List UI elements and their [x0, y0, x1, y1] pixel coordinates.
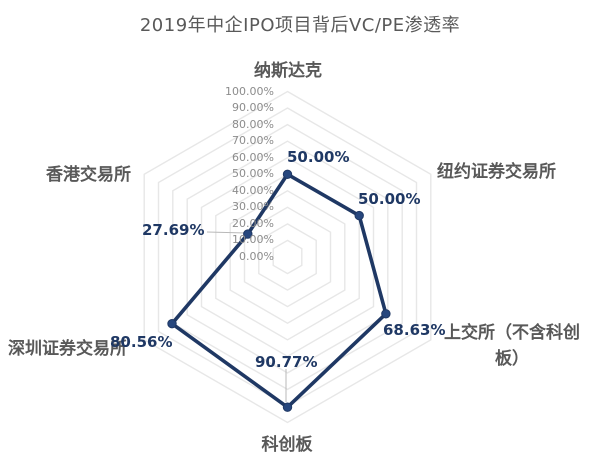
data-label-hkex: 27.69%: [142, 221, 205, 239]
radial-axis-tick-label: 100.00%: [225, 84, 274, 98]
radial-axis-tick-label: 40.00%: [232, 183, 274, 197]
radial-axis-tick-label: 80.00%: [232, 117, 274, 131]
category-label-nyse: 纽约证券交易所: [437, 162, 556, 182]
category-label-szse: 深圳证券交易所: [8, 339, 127, 359]
data-label-leader-line: [206, 231, 247, 234]
radial-axis-tick-label: 50.00%: [232, 167, 274, 181]
grid-ring: [200, 156, 375, 358]
grid-ring: [172, 123, 403, 391]
radial-axis-tick-label: 70.00%: [232, 134, 274, 148]
radial-axis-tick-label: 20.00%: [232, 216, 274, 230]
category-label-nasdaq: 纳斯达克: [254, 61, 322, 81]
grid-ring: [229, 189, 346, 325]
grid-ring: [272, 239, 303, 275]
data-point-marker: [167, 319, 177, 329]
grid-ring: [186, 140, 389, 374]
radial-axis-tick-label: 90.00%: [232, 101, 274, 115]
category-label-sse-ex-star: 上交所（不含科创板）: [444, 323, 580, 369]
data-label-nasdaq: 50.00%: [287, 148, 350, 166]
data-label-star-market: 90.77%: [255, 353, 318, 371]
data-label-sse-ex-star: 68.63%: [383, 321, 446, 339]
radial-axis-tick-label: 10.00%: [232, 233, 274, 247]
chart-title: 2019年中企IPO项目背后VC/PE渗透率: [139, 15, 461, 36]
grid-ring: [143, 90, 432, 424]
category-label-star-market: 科创板: [261, 435, 313, 455]
data-point-marker: [243, 229, 253, 239]
grid-ring: [258, 223, 317, 291]
data-point-marker: [282, 169, 293, 180]
data-point-marker: [282, 402, 293, 412]
category-label-hkex: 香港交易所: [46, 165, 131, 185]
data-label-szse: 80.56%: [110, 333, 173, 351]
data-label-nyse: 50.00%: [358, 190, 421, 208]
data-point-marker: [381, 309, 391, 319]
radial-axis-tick-label: 0.00%: [239, 250, 274, 263]
data-point-marker: [354, 210, 364, 221]
radial-axis-tick-label: 30.00%: [232, 200, 274, 214]
radial-axis-tick-label: 60.00%: [232, 150, 274, 164]
